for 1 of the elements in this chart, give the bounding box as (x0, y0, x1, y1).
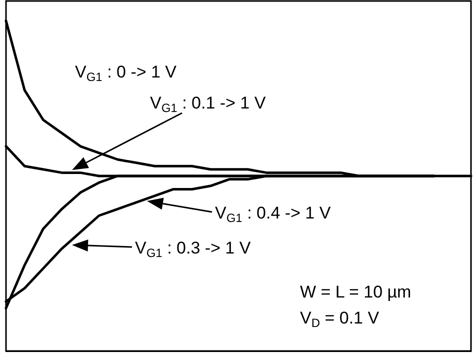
annotation: W = L = 10 µm (300, 282, 412, 302)
